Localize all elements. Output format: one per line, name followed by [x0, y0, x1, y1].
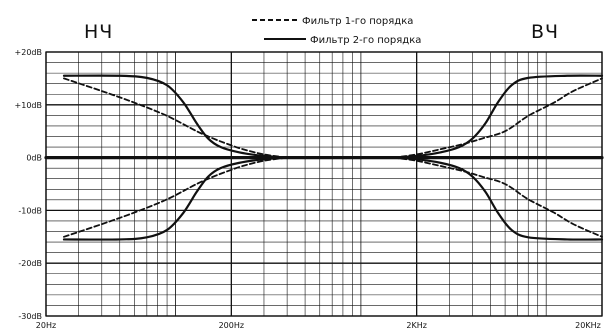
- y-tick-label: +20dB: [15, 48, 42, 57]
- major-grid: [45, 51, 603, 317]
- second-order-low-cut-line: [62, 156, 289, 241]
- first-order-high-boost-line: [392, 77, 603, 159]
- y-tick-label: -30dB: [18, 312, 42, 321]
- x-tick-label: 20Hz: [36, 321, 56, 330]
- legend-label-second-order: Фильтр 2-го порядка: [310, 35, 421, 46]
- x-tick-label: 2KHz: [406, 321, 427, 330]
- y-tick-label: +10dB: [15, 101, 42, 110]
- x-tick-label: 20KHz: [575, 321, 601, 330]
- y-tick-label: -10dB: [18, 206, 42, 215]
- series-layer: [44, 74, 604, 241]
- plot-frame: [45, 51, 603, 317]
- high-band-annotation: ВЧ: [531, 21, 559, 43]
- x-tick-labels: 20Hz 200Hz 2KHz 20KHz: [36, 321, 601, 330]
- low-band-annotation: НЧ: [84, 21, 113, 43]
- minor-grid: [46, 52, 602, 316]
- legend-label-first-order: Фильтр 1-го порядка: [302, 16, 413, 27]
- second-order-high-boost-line: [392, 74, 604, 159]
- second-order-high-cut-line: [392, 156, 604, 241]
- second-order-low-boost-line: [62, 74, 289, 159]
- first-order-high-cut-line: [392, 156, 603, 238]
- legend: Фильтр 1-го порядка Фильтр 2-го порядка: [252, 16, 421, 46]
- x-tick-label: 200Hz: [219, 321, 244, 330]
- y-tick-labels: +20dB +10dB 0dB -10dB -20dB -30dB: [15, 48, 42, 321]
- y-tick-label: -20dB: [18, 259, 42, 268]
- y-tick-label: 0dB: [26, 154, 42, 163]
